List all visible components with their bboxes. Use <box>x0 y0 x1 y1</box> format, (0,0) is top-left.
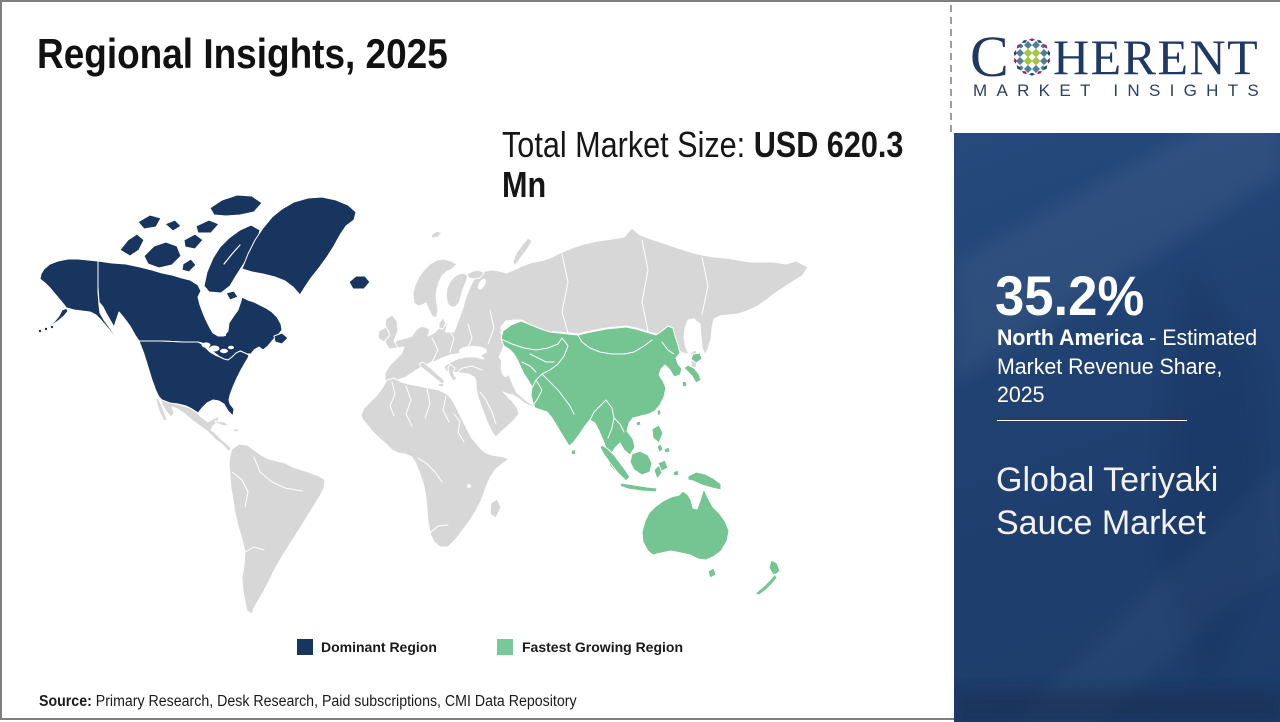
svg-text:MARKET INSIGHTS: MARKET INSIGHTS <box>973 81 1268 100</box>
svg-text:C: C <box>970 24 1009 89</box>
svg-text:HERENT: HERENT <box>1053 29 1259 85</box>
